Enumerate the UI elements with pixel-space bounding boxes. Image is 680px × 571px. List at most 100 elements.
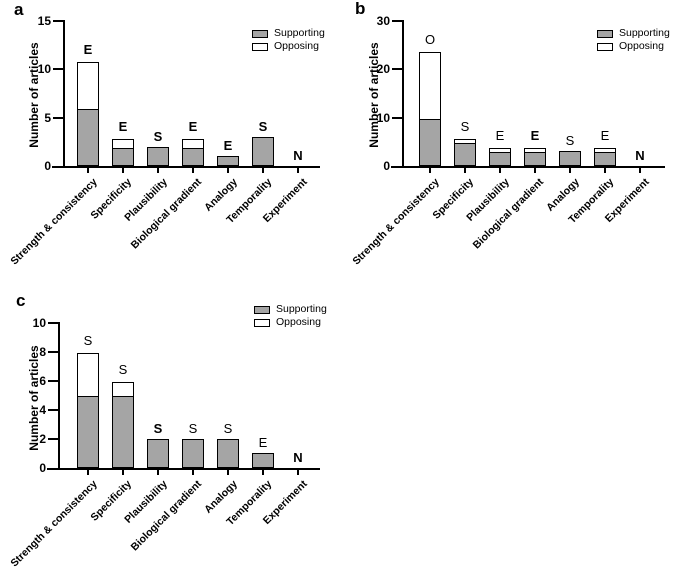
x-axis-line [391, 166, 665, 168]
bar-letter: N [293, 148, 303, 163]
y-tick [48, 351, 59, 353]
category-label: Strength & consistency [8, 478, 100, 570]
y-tick [392, 68, 403, 71]
panel-a: a Number of articles 0 5 10 15 Strength & co… [0, 0, 340, 285]
x-tick [262, 470, 264, 475]
bar-opposing-segment [112, 382, 134, 397]
legend: Supporting Opposing [254, 303, 327, 329]
bar-letter: O [424, 32, 436, 47]
x-tick [122, 168, 124, 173]
y-tick-label: 10 [37, 62, 51, 77]
bar-opposing-segment [419, 52, 441, 120]
bar-opposing-segment [112, 139, 134, 149]
y-tick-label: 10 [32, 316, 46, 330]
bar-letter: E [223, 138, 233, 153]
legend-supporting-swatch [252, 29, 268, 38]
bar-letter: S [118, 362, 128, 377]
x-tick [499, 168, 501, 173]
legend-label: Supporting [276, 303, 327, 315]
y-tick-label: 2 [39, 432, 46, 446]
y-tick [53, 20, 64, 22]
bar-supporting-segment [112, 147, 134, 166]
legend-row: Supporting [252, 27, 325, 40]
x-axis-line [52, 166, 320, 168]
bar-opposing-segment [489, 148, 511, 153]
legend-row: Opposing [254, 316, 327, 329]
bar-opposing-segment [594, 148, 616, 153]
y-tick-label: 6 [39, 374, 46, 388]
legend-opposing-swatch [597, 42, 613, 51]
x-tick [262, 168, 264, 173]
legend-row: Supporting [597, 27, 670, 40]
legend-opposing-swatch [252, 42, 268, 51]
legend-label: Opposing [274, 40, 319, 52]
y-axis-line [63, 20, 65, 168]
panel-label-a: a [14, 0, 24, 19]
y-tick-label: 20 [376, 62, 390, 77]
category-label: Strength & consistency [350, 176, 442, 268]
legend: Supporting Opposing [597, 27, 670, 53]
y-tick-label: 0 [383, 159, 390, 173]
y-axis-title: Number of articles [367, 42, 381, 148]
bar-letter: S [223, 421, 233, 436]
bar-letter: E [495, 128, 505, 143]
bar-supporting-segment [489, 151, 511, 166]
bar-letter: E [258, 435, 268, 450]
x-tick [87, 470, 89, 475]
x-tick [639, 168, 641, 173]
y-tick-label: 5 [44, 110, 51, 125]
bar-letter: N [635, 148, 645, 163]
x-tick [227, 168, 229, 173]
y-tick [48, 409, 59, 411]
x-tick [192, 470, 194, 475]
panel-label-b: b [355, 0, 366, 18]
legend-row: Opposing [252, 40, 325, 53]
y-tick [48, 322, 59, 324]
bar-supporting-segment [559, 151, 581, 166]
bar-letter: E [118, 119, 128, 134]
bar-supporting-segment [147, 439, 169, 468]
y-axis-title: Number of articles [27, 42, 41, 148]
bar-letter: E [600, 128, 610, 143]
bar-letter: E [83, 42, 93, 57]
y-axis-line [58, 322, 60, 470]
y-tick-label: 0 [44, 159, 51, 173]
legend-label: Opposing [619, 40, 664, 52]
legend-supporting-swatch [597, 29, 613, 38]
category-label: Strength & consistency [8, 176, 100, 268]
y-tick-label: 8 [39, 345, 46, 359]
legend-row: Supporting [254, 303, 327, 316]
bar-letter: N [293, 450, 303, 465]
bar-supporting-segment [419, 118, 441, 166]
legend-label: Supporting [619, 27, 670, 39]
bar-opposing-segment [77, 353, 99, 397]
bar-opposing-segment [77, 62, 99, 110]
bar-opposing-segment [454, 139, 476, 144]
x-tick [534, 168, 536, 173]
legend-opposing-swatch [254, 318, 270, 327]
y-tick-label: 0 [39, 461, 46, 475]
bar-opposing-segment [524, 148, 546, 153]
y-tick-label: 4 [39, 403, 46, 417]
bar-letter: S [258, 119, 268, 134]
bar-letter: S [460, 119, 470, 134]
y-tick [48, 438, 59, 440]
panel-b: b Number of articles 0 10 20 30 Strength & c… [340, 0, 680, 285]
bar-supporting-segment [252, 137, 274, 166]
bar-supporting-segment [77, 395, 99, 468]
bar-opposing-segment [182, 139, 204, 149]
y-tick [53, 68, 64, 71]
panel-c: c Number of articles 0 2 4 6 8 10 Strength & c… [0, 285, 340, 571]
x-tick [122, 470, 124, 475]
y-tick-label: 10 [376, 110, 390, 125]
legend-supporting-swatch [254, 305, 270, 314]
bar-supporting-segment [77, 108, 99, 166]
bar-supporting-segment [182, 439, 204, 468]
bar-supporting-segment [217, 439, 239, 468]
x-tick [87, 168, 89, 173]
x-tick [157, 168, 159, 173]
bar-letter: S [153, 421, 163, 436]
bar-letter: E [530, 128, 540, 143]
legend: Supporting Opposing [252, 27, 325, 53]
